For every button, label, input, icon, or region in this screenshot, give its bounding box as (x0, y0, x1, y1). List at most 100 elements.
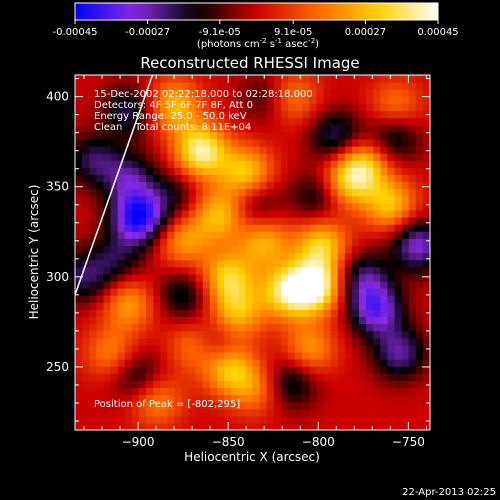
heatmap-cell (167, 295, 175, 303)
heatmap-cell (380, 330, 388, 339)
heatmap-cell (217, 181, 225, 190)
heatmap-cell (359, 131, 367, 140)
heatmap-cell (124, 160, 133, 168)
heatmap-cell (103, 224, 112, 232)
heatmap-cell (280, 117, 289, 126)
heatmap-cell (160, 231, 168, 239)
heatmap-cell (323, 217, 332, 225)
heatmap-cell (288, 231, 296, 239)
heatmap-cell (195, 309, 204, 317)
colorbar-tick-label: 9.1e-05 (274, 27, 312, 38)
heatmap-cell (295, 167, 303, 175)
heatmap-cell (202, 82, 211, 90)
heatmap-cell (422, 366, 430, 374)
heatmap-cell (167, 302, 175, 310)
heatmap-cell (280, 408, 289, 417)
heatmap-cell (202, 89, 211, 97)
heatmap-cell (252, 82, 261, 90)
heatmap-cell (138, 394, 147, 403)
heatmap-cell (82, 359, 90, 367)
heatmap-cell (224, 337, 232, 346)
heatmap-cell (273, 295, 282, 303)
heatmap-cell (153, 415, 161, 424)
x-tick-label: −800 (302, 435, 335, 449)
heatmap-cell (217, 302, 225, 310)
heatmap-cell (373, 366, 381, 374)
heatmap-cell (394, 408, 403, 417)
heatmap-cell (316, 103, 325, 112)
heatmap-cell (188, 224, 197, 232)
heatmap-cell (167, 174, 175, 183)
heatmap-cell (231, 131, 239, 140)
heatmap-cell (245, 422, 254, 430)
heatmap-cell (408, 351, 417, 360)
heatmap-cell (323, 309, 332, 317)
heatmap-cell (110, 316, 119, 325)
heatmap-cell (408, 280, 417, 289)
heatmap-cell (146, 387, 154, 396)
heatmap-cell (366, 131, 374, 140)
heatmap-cell (259, 259, 268, 268)
heatmap-cell (181, 117, 190, 126)
heatmap-cell (110, 188, 119, 197)
heatmap-cell (252, 316, 261, 325)
heatmap-cell (231, 323, 239, 332)
heatmap-cell (103, 309, 112, 317)
heatmap-cell (231, 181, 239, 190)
heatmap-cell (337, 202, 346, 211)
heatmap-cell (415, 75, 424, 83)
heatmap-cell (387, 217, 396, 225)
heatmap-cell (224, 394, 232, 403)
heatmap-cell (181, 174, 190, 183)
heatmap-cell (160, 96, 168, 104)
heatmap-cell (110, 380, 119, 388)
heatmap-cell (351, 380, 360, 388)
heatmap-cell (217, 146, 225, 154)
heatmap-cell (422, 273, 430, 282)
colorbar-tick-label: -0.00045 (53, 27, 98, 38)
heatmap-cell (89, 266, 97, 275)
heatmap-cell (110, 82, 119, 90)
heatmap-cell (96, 167, 104, 175)
heatmap-cell (167, 245, 175, 254)
heatmap-cell (75, 167, 83, 175)
heatmap-cell (146, 280, 154, 289)
heatmap-cell (245, 110, 254, 119)
heatmap-cell (351, 124, 360, 133)
heatmap-cell (288, 337, 296, 346)
heatmap-cell (288, 408, 296, 417)
heatmap-cell (316, 373, 325, 381)
heatmap-cell (351, 245, 360, 254)
heatmap-cell (117, 124, 126, 133)
heatmap-cell (131, 330, 140, 339)
heatmap-cell (422, 316, 430, 325)
heatmap-cell (117, 252, 126, 261)
colorbar-tick-label: -0.00027 (125, 27, 170, 38)
heatmap-cell (174, 96, 183, 104)
heatmap-cell (273, 209, 282, 218)
heatmap-cell (280, 224, 289, 232)
heatmap-cell (167, 337, 175, 346)
heatmap-cell (266, 195, 275, 204)
heatmap-cell (217, 202, 225, 211)
heatmap-cell (380, 394, 388, 403)
heatmap-cell (401, 231, 410, 239)
heatmap-cell (302, 344, 310, 353)
heatmap-cell (387, 202, 396, 211)
heatmap-cell (344, 209, 353, 218)
heatmap-cell (422, 174, 430, 183)
heatmap-cell (153, 337, 161, 346)
heatmap-cell (138, 75, 147, 83)
heatmap-cell (124, 422, 133, 430)
heatmap-cell (103, 415, 112, 424)
heatmap-cell (415, 387, 424, 396)
heatmap-cell (202, 252, 211, 261)
heatmap-cell (394, 124, 403, 133)
heatmap-cell (167, 195, 175, 204)
heatmap-cell (231, 401, 239, 410)
heatmap-cell (337, 124, 346, 133)
heatmap-cell (387, 401, 396, 410)
heatmap-cell (422, 96, 430, 104)
heatmap-cell (266, 323, 275, 332)
heatmap-cell (316, 323, 325, 332)
